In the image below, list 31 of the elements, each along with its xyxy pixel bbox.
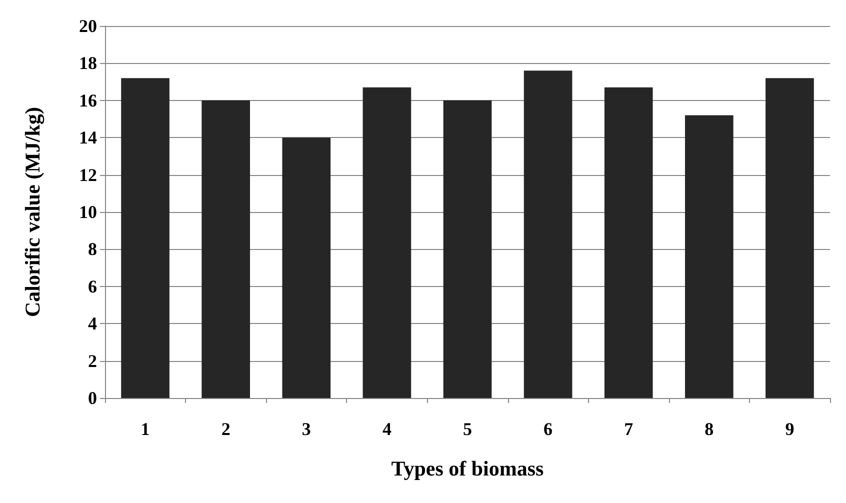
x-tick-label: 7 xyxy=(624,419,634,439)
x-tick-label: 6 xyxy=(544,419,553,439)
y-tick-label: 16 xyxy=(79,90,97,110)
bar xyxy=(121,78,170,398)
bar xyxy=(362,87,412,398)
y-tick-label: 12 xyxy=(79,164,97,185)
y-tick-label: 2 xyxy=(88,350,97,371)
bar xyxy=(524,70,572,398)
y-tick-label: 14 xyxy=(79,128,97,148)
bar xyxy=(604,87,653,398)
bar xyxy=(202,100,250,398)
x-tick-label: 9 xyxy=(785,419,794,439)
bar xyxy=(282,138,331,398)
x-tick-label: 3 xyxy=(302,419,311,439)
y-axis-title: Calorific value (MJ/kg) xyxy=(20,107,44,317)
y-tick-label: 18 xyxy=(79,53,97,74)
x-axis-title: Types of biomass xyxy=(391,456,544,480)
y-tick-label: 10 xyxy=(79,202,97,222)
x-tick-label: 1 xyxy=(140,419,150,439)
y-tick-label: 8 xyxy=(88,239,97,260)
y-tick-label: 4 xyxy=(88,314,97,334)
x-tick-label: 5 xyxy=(463,419,472,439)
x-tick-label: 4 xyxy=(382,419,392,439)
x-tick-label: 8 xyxy=(704,419,714,439)
bar xyxy=(766,78,814,398)
bar xyxy=(443,100,492,398)
bar xyxy=(685,115,734,398)
x-tick-label: 2 xyxy=(221,419,230,439)
y-tick-label: 0 xyxy=(88,388,97,408)
y-tick-label: 20 xyxy=(79,16,97,36)
y-tick-label: 6 xyxy=(88,276,97,296)
